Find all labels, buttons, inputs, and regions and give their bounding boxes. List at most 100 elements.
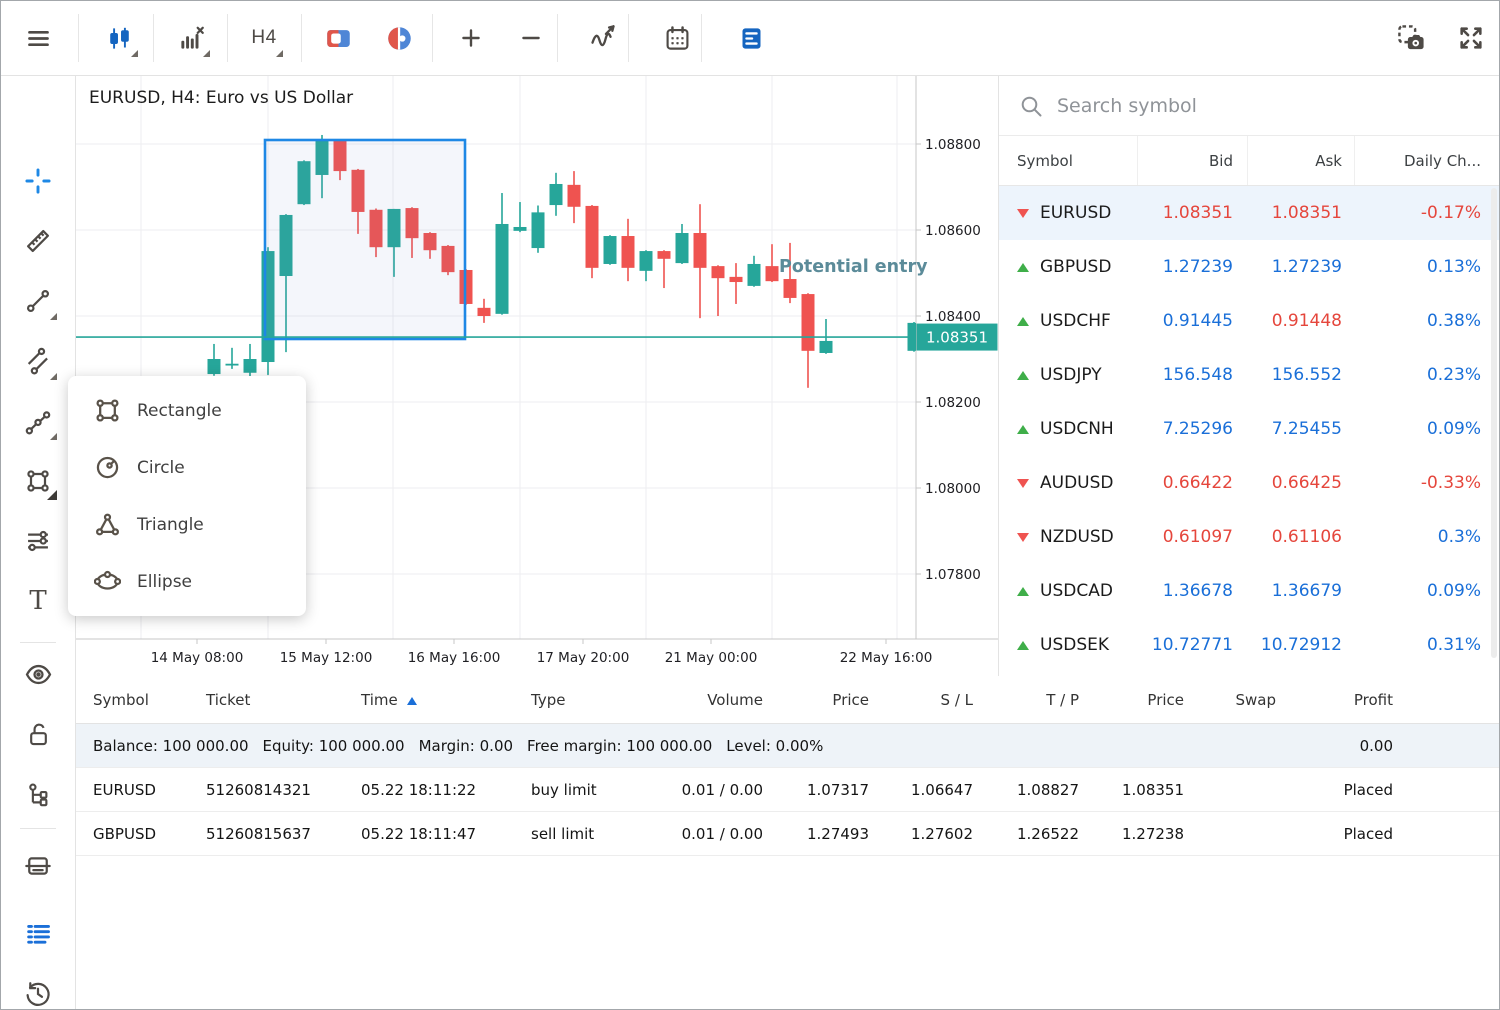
ask-value: 7.25455 bbox=[1271, 419, 1342, 439]
account-summary-item: Free margin: 100 000.00 bbox=[527, 736, 713, 755]
trend-line-tool-button[interactable] bbox=[16, 279, 60, 323]
text-tool-button[interactable]: T bbox=[16, 579, 60, 623]
objects-button[interactable] bbox=[581, 16, 625, 60]
orders-col-price[interactable]: Price bbox=[832, 690, 869, 709]
market-watch-row-eurusd[interactable]: EURUSD 1.08351 1.08351 -0.17% bbox=[999, 186, 1499, 240]
rectangle-drawing-object[interactable] bbox=[263, 138, 467, 341]
fullscreen-button[interactable] bbox=[1449, 16, 1493, 60]
column-symbol[interactable]: Symbol bbox=[1017, 151, 1073, 170]
chart-annotation[interactable]: Potential entry bbox=[779, 257, 928, 277]
shapes-tool-button[interactable] bbox=[16, 459, 60, 503]
order-type: buy limit bbox=[531, 780, 597, 799]
market-depth-button[interactable] bbox=[377, 16, 421, 60]
market-news-button[interactable] bbox=[729, 16, 773, 60]
daily-change-value: 0.3% bbox=[1437, 527, 1481, 547]
crosshair-icon bbox=[25, 168, 51, 194]
symbol-cell: EURUSD bbox=[999, 203, 1137, 223]
column-daily-change[interactable]: Daily Ch... bbox=[1354, 136, 1499, 185]
history-clock-icon bbox=[26, 982, 50, 1006]
order-price2: 1.08351 bbox=[1121, 780, 1184, 799]
orders-col-profit[interactable]: Profit bbox=[1353, 690, 1393, 709]
orders-list-button[interactable] bbox=[16, 912, 60, 956]
objects-tree-button[interactable] bbox=[16, 772, 60, 816]
timeframe-button[interactable]: H4 bbox=[242, 16, 286, 60]
market-watch-row-nzdusd[interactable]: NZDUSD 0.61097 0.61106 0.3% bbox=[999, 510, 1499, 564]
orders-col-swap[interactable]: Swap bbox=[1235, 690, 1276, 709]
market-watch-row-usdcad[interactable]: USDCAD 1.36678 1.36679 0.09% bbox=[999, 564, 1499, 618]
orders-col-time[interactable]: Time bbox=[361, 691, 531, 709]
bid-value: 156.548 bbox=[1162, 365, 1233, 385]
order-profit: Placed bbox=[1343, 824, 1393, 843]
account-summary-item: Equity: 100 000.00 bbox=[262, 736, 405, 755]
orders-col-volume[interactable]: Volume bbox=[707, 690, 763, 709]
column-ask[interactable]: Ask bbox=[1247, 136, 1354, 185]
up-triangle-icon bbox=[1017, 424, 1029, 434]
column-bid[interactable]: Bid bbox=[1137, 136, 1247, 185]
zoom-out-button[interactable] bbox=[509, 16, 553, 60]
svg-text:1.07800: 1.07800 bbox=[925, 567, 981, 583]
orders-col-tp[interactable]: T / P bbox=[1046, 690, 1079, 709]
indicators-button[interactable] bbox=[169, 16, 213, 60]
menu-item-circle[interactable]: Circle bbox=[68, 439, 306, 496]
orders-col-symbol[interactable]: Symbol bbox=[93, 690, 149, 709]
daily-change-value: 0.13% bbox=[1426, 257, 1481, 277]
ask-value: 1.27239 bbox=[1271, 257, 1342, 277]
news-document-icon bbox=[742, 27, 760, 49]
toolbar-separator bbox=[227, 14, 228, 62]
calendar-button[interactable] bbox=[655, 16, 699, 60]
orders-col-ticket[interactable]: Ticket bbox=[206, 690, 251, 709]
scrollbar[interactable] bbox=[1491, 188, 1497, 658]
symbol-cell: USDCHF bbox=[999, 311, 1137, 331]
order-row-gbpusd[interactable]: GBPUSD 51260815637 05.22 18:11:47 sell limi… bbox=[76, 812, 1499, 856]
ruler-tool-button[interactable] bbox=[16, 219, 60, 263]
levels-tool-button[interactable] bbox=[16, 519, 60, 563]
market-watch-row-usdcnh[interactable]: USDCNH 7.25296 7.25455 0.09% bbox=[999, 402, 1499, 456]
orders-col-type[interactable]: Type bbox=[531, 690, 566, 709]
market-watch-row-gbpusd[interactable]: GBPUSD 1.27239 1.27239 0.13% bbox=[999, 240, 1499, 294]
down-triangle-icon bbox=[1017, 208, 1029, 218]
trade-dialog-button[interactable] bbox=[16, 844, 60, 888]
chart-type-button[interactable] bbox=[97, 16, 141, 60]
market-watch-rows: EURUSD 1.08351 1.08351 -0.17% GBPUSD 1.27239 1… bbox=[999, 186, 1499, 674]
visibility-button[interactable] bbox=[16, 652, 60, 696]
market-watch-row-audusd[interactable]: AUDUSD 0.66422 0.66425 -0.33% bbox=[999, 456, 1499, 510]
daily-change-value: 0.09% bbox=[1426, 419, 1481, 439]
polyline-tool-button[interactable] bbox=[16, 399, 60, 443]
ask-value: 0.91448 bbox=[1271, 311, 1342, 331]
dropdown-corner-icon bbox=[47, 490, 57, 500]
history-button[interactable] bbox=[16, 972, 60, 1009]
svg-text:16 May 16:00: 16 May 16:00 bbox=[408, 650, 501, 666]
order-ticket: 51260814321 bbox=[206, 780, 311, 799]
menu-item-label: Circle bbox=[137, 457, 185, 478]
svg-text:1.08000: 1.08000 bbox=[925, 481, 981, 497]
order-volume: 0.01 / 0.00 bbox=[681, 780, 763, 799]
channel-tool-button[interactable] bbox=[16, 339, 60, 383]
bid-value: 1.08351 bbox=[1162, 203, 1233, 223]
ask-value: 10.72912 bbox=[1260, 635, 1342, 655]
up-triangle-icon bbox=[1017, 316, 1029, 326]
svg-text:21 May 00:00: 21 May 00:00 bbox=[665, 650, 758, 666]
crosshair-tool-button[interactable] bbox=[16, 159, 60, 203]
lock-button[interactable] bbox=[16, 712, 60, 756]
search-input[interactable] bbox=[1057, 94, 1437, 117]
main-menu-button[interactable] bbox=[16, 16, 60, 60]
orders-list-icon bbox=[27, 924, 50, 944]
market-watch-row-usdsek[interactable]: USDSEK 10.72771 10.72912 0.31% bbox=[999, 618, 1499, 672]
orders-col-price-2[interactable]: Price bbox=[1147, 690, 1184, 709]
market-watch-row-usdjpy[interactable]: USDJPY 156.548 156.552 0.23% bbox=[999, 348, 1499, 402]
order-row-eurusd[interactable]: EURUSD 51260814321 05.22 18:11:22 buy limit… bbox=[76, 768, 1499, 812]
order-sl: 1.27602 bbox=[910, 824, 973, 843]
one-click-trading-button[interactable] bbox=[316, 16, 360, 60]
orders-col-sl[interactable]: S / L bbox=[940, 690, 973, 709]
menu-item-rectangle[interactable]: Rectangle bbox=[68, 382, 306, 439]
trend-line-icon bbox=[26, 289, 50, 313]
minus-icon bbox=[522, 36, 540, 40]
zoom-in-button[interactable] bbox=[449, 16, 493, 60]
menu-item-triangle[interactable]: Triangle bbox=[68, 496, 306, 553]
menu-item-ellipse[interactable]: Ellipse bbox=[68, 553, 306, 610]
toolbar-separator bbox=[78, 14, 79, 62]
market-watch-row-usdchf[interactable]: USDCHF 0.91445 0.91448 0.38% bbox=[999, 294, 1499, 348]
bid-value: 0.66422 bbox=[1162, 473, 1233, 493]
screenshot-button[interactable] bbox=[1389, 16, 1433, 60]
